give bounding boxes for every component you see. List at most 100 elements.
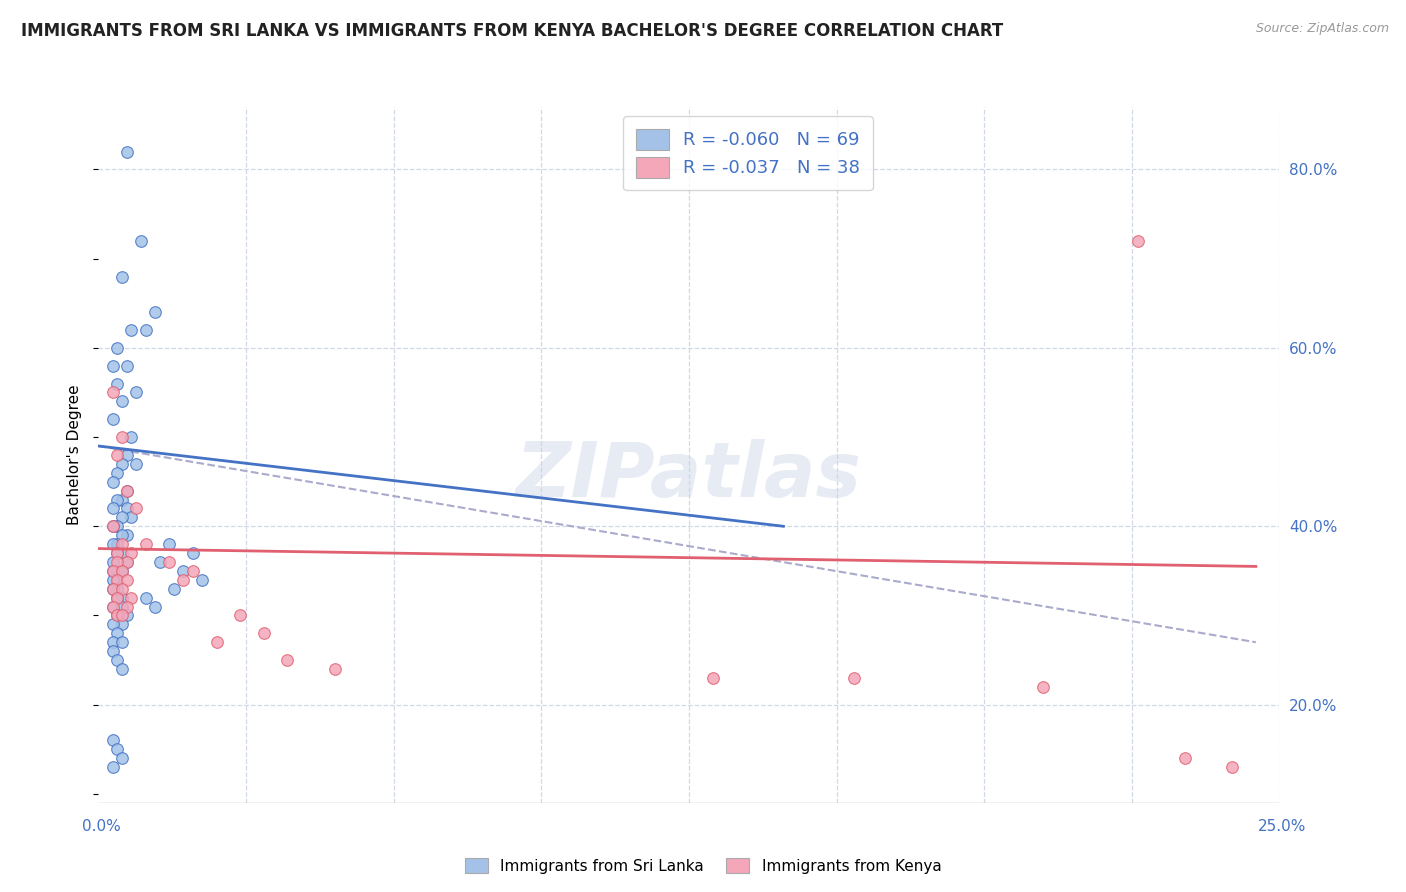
Point: [105, 564, 128, 578]
Point: [101, 599, 124, 614]
Point: [101, 760, 124, 774]
Point: [129, 234, 152, 248]
Point: [111, 582, 134, 596]
Point: [101, 635, 124, 649]
Point: [143, 305, 166, 319]
Point: [105, 546, 128, 560]
Point: [111, 546, 134, 560]
Point: [111, 510, 134, 524]
Point: [111, 269, 134, 284]
Point: [181, 546, 204, 560]
Point: [135, 323, 157, 337]
Point: [101, 573, 124, 587]
Point: [121, 430, 143, 444]
Point: [101, 501, 124, 516]
Point: [229, 608, 252, 623]
Point: [115, 555, 138, 569]
Point: [844, 671, 866, 685]
Point: [101, 582, 124, 596]
Point: [115, 145, 138, 159]
Point: [111, 662, 134, 676]
Point: [105, 582, 128, 596]
Point: [115, 483, 138, 498]
Point: [101, 359, 124, 373]
Point: [276, 653, 298, 667]
Point: [111, 591, 134, 605]
Point: [121, 323, 143, 337]
Point: [101, 617, 124, 632]
Point: [101, 475, 124, 489]
Point: [105, 341, 128, 355]
Point: [1126, 234, 1149, 248]
Point: [101, 519, 124, 533]
Point: [115, 573, 138, 587]
Point: [111, 537, 134, 551]
Point: [115, 359, 138, 373]
Point: [157, 555, 180, 569]
Point: [101, 582, 124, 596]
Point: [111, 617, 134, 632]
Point: [172, 573, 194, 587]
Point: [101, 555, 124, 569]
Point: [1032, 680, 1054, 694]
Point: [101, 564, 124, 578]
Point: [163, 582, 186, 596]
Point: [121, 510, 143, 524]
Point: [101, 599, 124, 614]
Point: [111, 430, 134, 444]
Point: [111, 599, 134, 614]
Point: [101, 564, 124, 578]
Point: [111, 394, 134, 409]
Point: [702, 671, 724, 685]
Point: [105, 608, 128, 623]
Text: ZIPatlas: ZIPatlas: [516, 439, 862, 513]
Point: [105, 573, 128, 587]
Point: [111, 492, 134, 507]
Point: [111, 564, 134, 578]
Point: [111, 564, 134, 578]
Point: [105, 555, 128, 569]
Point: [111, 635, 134, 649]
Point: [172, 564, 194, 578]
Point: [157, 537, 180, 551]
Point: [101, 644, 124, 658]
Point: [125, 457, 148, 471]
Point: [149, 555, 172, 569]
Point: [181, 564, 204, 578]
Point: [115, 528, 138, 542]
Point: [125, 501, 148, 516]
Point: [111, 608, 134, 623]
Point: [101, 412, 124, 426]
Point: [111, 751, 134, 765]
Point: [115, 448, 138, 462]
Point: [115, 555, 138, 569]
Point: [323, 662, 346, 676]
Point: [115, 608, 138, 623]
Point: [105, 519, 128, 533]
Point: [105, 546, 128, 560]
Point: [105, 573, 128, 587]
Text: 25.0%: 25.0%: [1258, 820, 1306, 834]
Point: [101, 733, 124, 747]
Point: [105, 537, 128, 551]
Point: [101, 385, 124, 400]
Point: [115, 483, 138, 498]
Point: [105, 653, 128, 667]
Point: [1220, 760, 1243, 774]
Legend: R = -0.060   N = 69, R = -0.037   N = 38: R = -0.060 N = 69, R = -0.037 N = 38: [623, 116, 873, 190]
Point: [115, 501, 138, 516]
Point: [143, 599, 166, 614]
Point: [101, 537, 124, 551]
Text: 0.0%: 0.0%: [82, 820, 121, 834]
Point: [105, 626, 128, 640]
Text: Source: ZipAtlas.com: Source: ZipAtlas.com: [1256, 22, 1389, 36]
Point: [135, 591, 157, 605]
Y-axis label: Bachelor's Degree: Bachelor's Degree: [67, 384, 83, 525]
Point: [115, 599, 138, 614]
Point: [101, 519, 124, 533]
Point: [105, 608, 128, 623]
Point: [105, 591, 128, 605]
Point: [191, 573, 214, 587]
Point: [111, 528, 134, 542]
Point: [253, 626, 276, 640]
